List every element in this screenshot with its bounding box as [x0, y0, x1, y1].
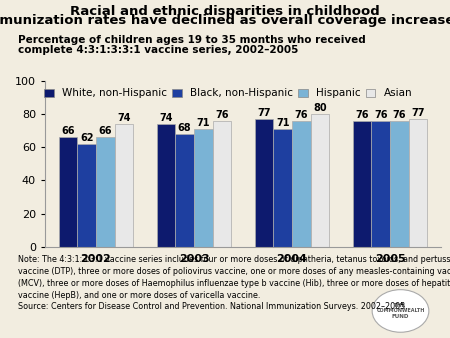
Text: COMMONWEALTH: COMMONWEALTH [376, 309, 425, 313]
Text: 77: 77 [411, 108, 425, 118]
Bar [371, 121, 390, 247]
Text: 71: 71 [197, 118, 210, 128]
Text: Percentage of children ages 19 to 35 months who received: Percentage of children ages 19 to 35 mon… [18, 35, 366, 46]
Text: immunization rates have declined as overall coverage increased.: immunization rates have declined as over… [0, 14, 450, 27]
Text: 62: 62 [80, 133, 94, 143]
Text: FUND: FUND [392, 314, 409, 319]
Bar [115, 124, 133, 247]
Bar [390, 121, 409, 247]
Bar [157, 124, 176, 247]
Bar [409, 119, 428, 247]
Text: Racial and ethnic disparities in childhood: Racial and ethnic disparities in childho… [70, 5, 380, 18]
Text: 80: 80 [313, 103, 327, 113]
Circle shape [372, 290, 429, 332]
Bar [255, 119, 274, 247]
Bar [292, 121, 310, 247]
Bar [77, 144, 96, 247]
Text: 77: 77 [257, 108, 271, 118]
Bar [310, 114, 329, 247]
Bar [96, 138, 115, 247]
Text: 71: 71 [276, 118, 289, 128]
Bar [353, 121, 371, 247]
Text: Note: The 4:3:1:3:3:1 vaccine series includes four or more doses of diphtheria, : Note: The 4:3:1:3:3:1 vaccine series inc… [18, 255, 450, 311]
Text: 76: 76 [356, 110, 369, 120]
Legend: White, non-Hispanic, Black, non-Hispanic, Hispanic, Asian: White, non-Hispanic, Black, non-Hispanic… [42, 86, 414, 100]
Bar [176, 134, 194, 247]
Text: 66: 66 [99, 126, 112, 136]
Bar [212, 121, 231, 247]
Text: THE: THE [395, 303, 406, 308]
Text: complete 4:3:1:3:3:1 vaccine series, 2002–2005: complete 4:3:1:3:3:1 vaccine series, 200… [18, 45, 298, 55]
Text: 74: 74 [117, 113, 130, 123]
Text: 76: 76 [374, 110, 387, 120]
Bar [274, 129, 292, 247]
Text: 76: 76 [215, 110, 229, 120]
Bar [194, 129, 212, 247]
Text: 76: 76 [392, 110, 406, 120]
Text: 68: 68 [178, 123, 192, 133]
Text: 76: 76 [295, 110, 308, 120]
Bar [58, 138, 77, 247]
Text: 66: 66 [61, 126, 75, 136]
Text: 74: 74 [159, 113, 173, 123]
